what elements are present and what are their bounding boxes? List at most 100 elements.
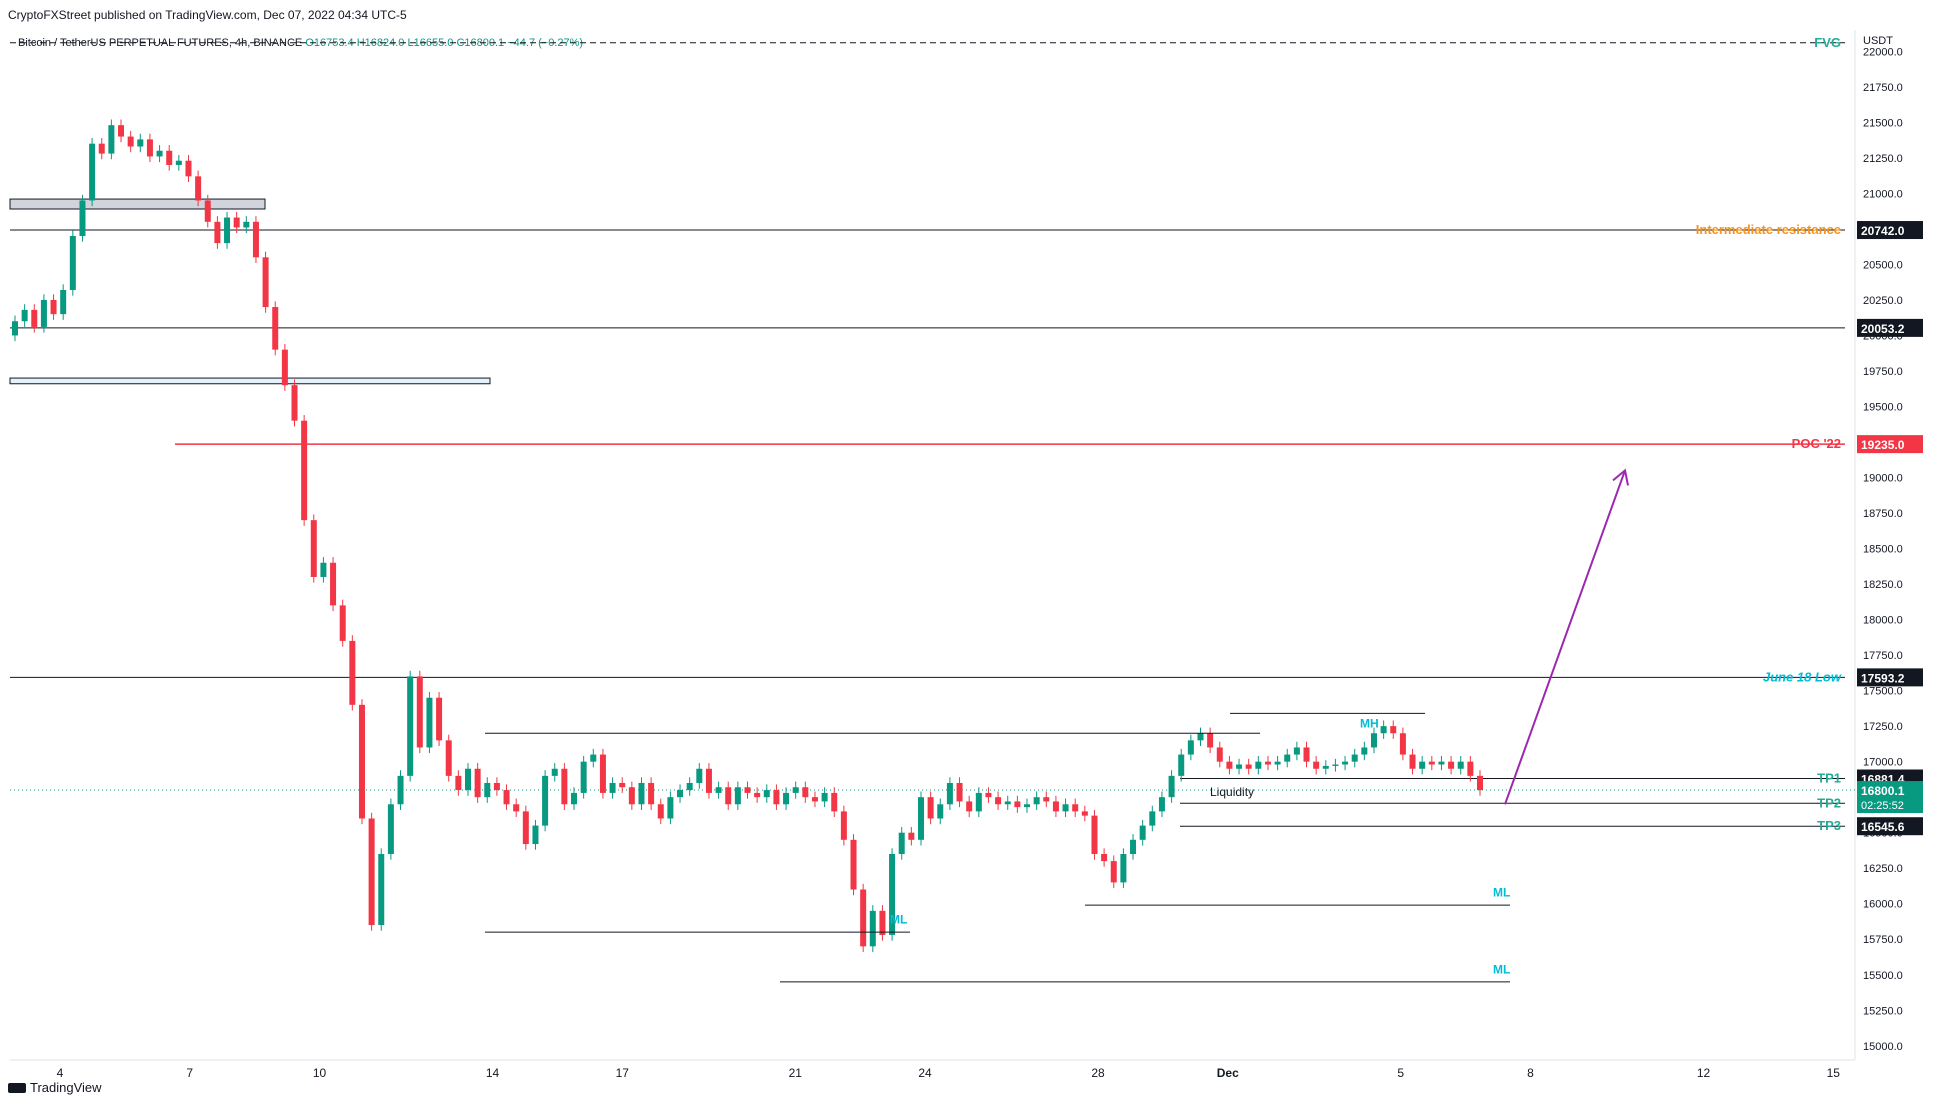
level-label: TP1 (1817, 771, 1841, 786)
candle-body (1264, 761, 1271, 765)
candle-body (995, 797, 1002, 805)
candle-body (233, 217, 240, 228)
candle-body (69, 236, 76, 290)
price-tag-bg (1857, 817, 1923, 836)
candle-body (330, 562, 337, 606)
y-tick-label: 18250.0 (1863, 579, 1903, 591)
candle-body (1419, 761, 1426, 769)
candle-body (1207, 733, 1214, 748)
supply-zone (9, 198, 266, 210)
y-tick-label: 21250.0 (1863, 153, 1903, 165)
y-tick-label: 15750.0 (1863, 934, 1903, 946)
candle-body (156, 150, 163, 157)
candle-body (1313, 761, 1320, 769)
candle-body (580, 761, 587, 793)
candle-body (1014, 801, 1021, 808)
candle-body (879, 910, 886, 935)
y-tick-label: 18750.0 (1863, 508, 1903, 520)
candle-body (50, 299, 57, 315)
candle-body (946, 782, 953, 805)
price-tag-bg (1857, 318, 1923, 337)
candle-body (1091, 815, 1098, 854)
candle-body (975, 792, 982, 812)
candle-body (407, 676, 414, 776)
y-tick-label: 21500.0 (1863, 117, 1903, 129)
candle-body (1187, 740, 1194, 755)
price-tag: 20742.0 (1861, 224, 1905, 238)
candle-body (783, 792, 790, 805)
candle-body (850, 839, 857, 890)
candle-body (561, 768, 568, 805)
candle-body (1226, 761, 1233, 769)
candle-body (1062, 804, 1069, 812)
candle-body (985, 792, 992, 798)
level-label: June 18 Low (1763, 669, 1842, 684)
candle-body (291, 385, 298, 421)
x-tick-label: 15 (1827, 1066, 1841, 1080)
candle-body (185, 160, 192, 177)
candle-body (763, 790, 770, 798)
candle-body (725, 787, 732, 805)
candle-body (272, 307, 279, 350)
candle-body (571, 792, 578, 805)
candle-body (484, 782, 491, 798)
annotation-ml: ML (890, 913, 907, 927)
candle-body (1284, 754, 1291, 762)
candle-body (1380, 726, 1387, 734)
candle-body (532, 825, 539, 845)
last-price-tag-bg (1857, 781, 1923, 814)
last-price-tag: 16800.1 (1861, 784, 1905, 798)
countdown-label: 02:25:52 (1861, 800, 1904, 812)
candle-body (889, 854, 896, 935)
y-tick-label: 15000.0 (1863, 1041, 1903, 1053)
ohlc-open: O16753.4 (305, 37, 354, 49)
candle-body (609, 782, 616, 793)
candle-body (744, 787, 751, 793)
candle-body (860, 889, 867, 947)
candle-body (455, 775, 462, 791)
candle-body (1004, 801, 1011, 805)
candle-body (908, 832, 915, 840)
candle-body (108, 125, 115, 154)
candle-body (840, 811, 847, 840)
candle-body (802, 787, 809, 798)
candle-body (89, 143, 96, 201)
candle-body (590, 754, 597, 762)
y-tick-label: 20250.0 (1863, 295, 1903, 307)
candle-body (1399, 733, 1406, 755)
price-tag-bg (1857, 668, 1923, 687)
candle-body (12, 321, 18, 336)
candle-body (301, 420, 308, 521)
candle-body (1351, 754, 1358, 762)
candle-body (956, 782, 963, 802)
candle-body (773, 790, 780, 805)
tradingview-logo[interactable]: TradingView (8, 1080, 102, 1095)
candle-body (1245, 764, 1252, 769)
candle-body (937, 804, 944, 819)
y-tick-label: 20500.0 (1863, 259, 1903, 271)
candle-body (493, 782, 500, 791)
x-tick-label: Dec (1217, 1066, 1239, 1080)
x-tick-label: 8 (1527, 1066, 1534, 1080)
candle-body (1110, 861, 1117, 883)
candle-body (1081, 811, 1088, 816)
candle-body (1390, 726, 1397, 734)
candle-body (1072, 804, 1079, 812)
candle-body (1120, 854, 1127, 883)
candle-body (1428, 761, 1435, 765)
y-tick-label: 17250.0 (1863, 721, 1903, 733)
tradingview-logo-icon (8, 1082, 26, 1093)
candle-body (1293, 747, 1300, 755)
candle-body (320, 562, 327, 577)
x-tick-label: 12 (1697, 1066, 1711, 1080)
candle-body (1178, 754, 1185, 776)
candle-body (811, 797, 818, 802)
annotation-ml: ML (1493, 886, 1510, 900)
x-tick-label: 28 (1091, 1066, 1105, 1080)
x-tick-label: 4 (57, 1066, 64, 1080)
candle-body (1168, 775, 1175, 798)
candle-body (175, 160, 182, 165)
candle-body (137, 139, 144, 147)
candle-body (60, 289, 67, 315)
